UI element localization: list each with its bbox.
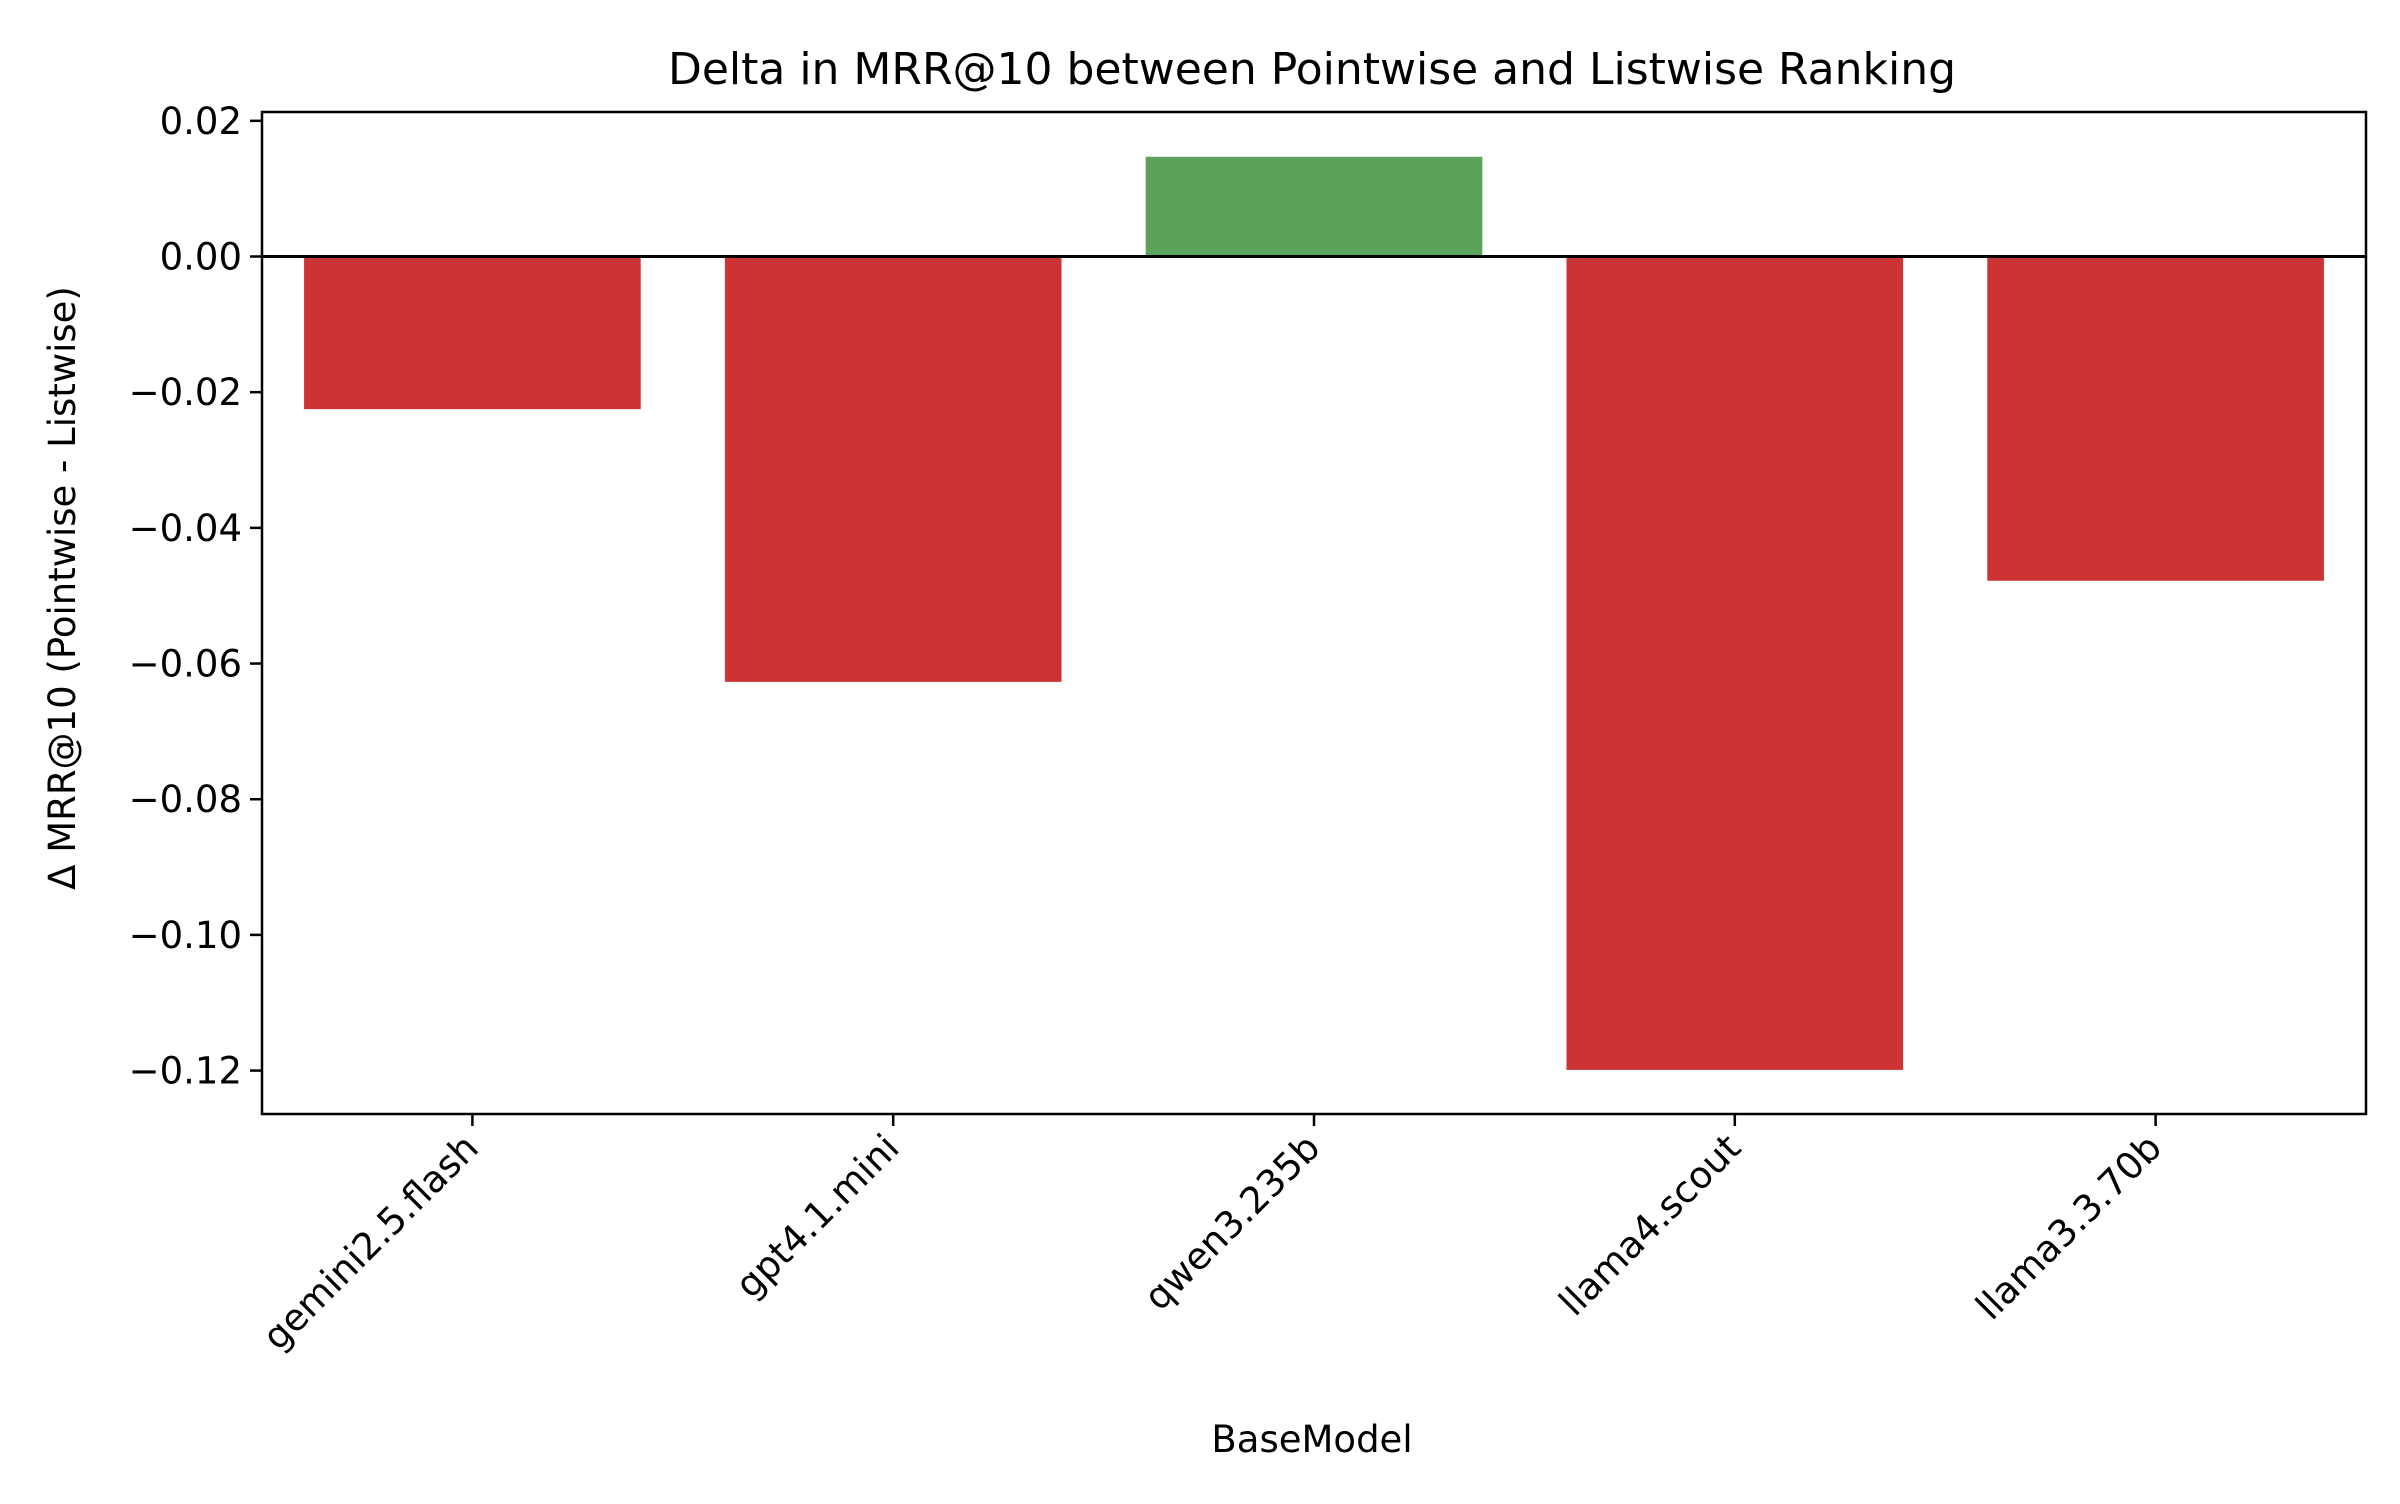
- x-tick-label: qwen3.235b: [1136, 1126, 1329, 1319]
- y-tick-label: 0.02: [160, 100, 242, 143]
- bar-llama3-3-70b: [1987, 256, 2324, 581]
- bar-gemini2-5-flash: [304, 256, 641, 410]
- x-tick-label: gemini2.5.flash: [254, 1126, 486, 1358]
- bar-gpt4-1-mini: [724, 256, 1062, 682]
- y-tick-label: 0.00: [160, 235, 242, 278]
- y-tick-label: −0.02: [129, 371, 242, 414]
- x-axis-label: BaseModel: [1211, 1418, 1412, 1461]
- bar-llama4-scout: [1566, 256, 1904, 1070]
- y-tick-label: −0.08: [129, 778, 242, 821]
- y-tick-label: −0.10: [129, 914, 242, 957]
- x-tick-label: llama4.scout: [1551, 1126, 1749, 1324]
- chart-title: Delta in MRR@10 between Pointwise and Li…: [668, 44, 1956, 95]
- y-tick-label: −0.06: [129, 643, 242, 686]
- y-tick-label: −0.12: [129, 1050, 242, 1093]
- y-axis-label: Δ MRR@10 (Pointwise - Listwise): [41, 286, 84, 890]
- bar-qwen3-235b: [1145, 156, 1483, 257]
- x-tick-label: gpt4.1.mini: [727, 1126, 907, 1306]
- y-tick-label: −0.04: [129, 507, 242, 550]
- plot-area: 0.02 0.00 −0.02 −0.04 −0.06 −0.08 −0.10 −0.12 ge…: [129, 100, 2368, 1358]
- x-tick-label: llama3.3.70b: [1968, 1126, 2170, 1328]
